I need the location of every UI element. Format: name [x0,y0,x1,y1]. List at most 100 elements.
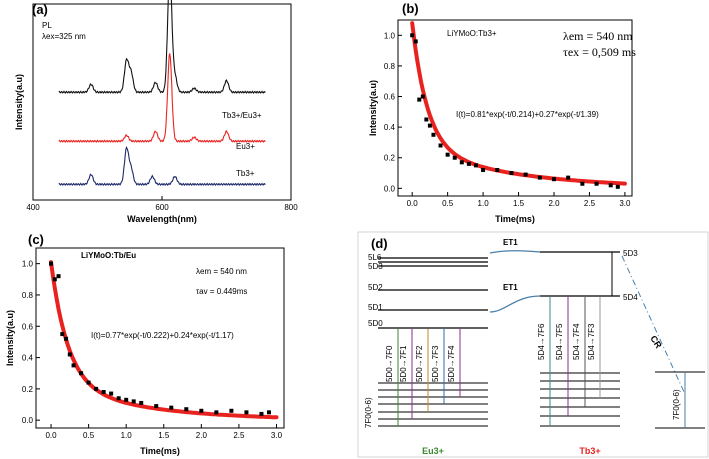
eu-ground-manifold [378,382,488,427]
spectrum-series-line [58,53,266,143]
data-point [109,391,114,396]
data-point [413,39,418,44]
data-point [445,152,450,157]
et-label-lower: ET1 [503,283,518,292]
panel-a-annotation-excitation: λex=325 nm [42,32,86,41]
data-point [523,172,528,177]
data-point [420,94,425,99]
cr-dashed-arrow [621,255,685,393]
x-tick-label: 0.5 [83,431,95,440]
cr-label: CR [648,334,664,351]
panel-a-label: (a) [32,2,48,17]
y-tick-label: 1.0 [384,31,396,40]
data-point [552,177,556,182]
eu-label-5l6: 5L6 [368,253,382,262]
data-point [79,371,84,376]
panel-b-lifetime: τex = 0,509 ms [563,45,636,59]
data-point [474,163,478,168]
legend-tb: Tb3+ [236,169,255,178]
x-tick-label: 2.5 [233,431,245,440]
panel-b-label: (b) [402,1,419,16]
x-tick-label: 1.0 [478,199,490,208]
panel-b-emission: λem = 540 nm [563,29,633,43]
tb-label-5d4: 5D4 [623,293,638,302]
panel-a-annotation-pl: PL [42,21,52,30]
data-point [615,184,620,189]
panel-d: (d) 5L6 5D3 5D2 5D1 5D0 7F0(0-6) 5D [357,231,709,458]
data-point [459,160,464,165]
panel-b-x-axis-title: Time(ms) [495,214,535,224]
data-point [537,175,542,180]
eu-transition-label: 5D0→7F2 [415,345,424,382]
data-point [86,380,91,385]
panel-c: (c) LiYMoO:Tb/Eu λem = 540 nm τav = 0.44… [5,232,285,456]
panel-b-sample-label: LiYMoO:Tb3+ [447,29,497,38]
panel-b-frame [397,19,633,197]
x-tick-label: 3.0 [271,431,283,440]
y-tick-label: 0.6 [22,322,34,331]
data-point [424,117,429,122]
data-point [495,167,500,172]
data-point [154,404,159,409]
data-point [49,261,54,266]
et-label-upper: ET1 [503,238,518,247]
eu-ground-label: 7F0(0-6) [364,397,373,428]
x-tick-label: 800 [284,203,298,212]
panel-b-fit-equation: I(t)=0.81*exp(-t/0.214)+0.27*exp(-t/1.39… [456,110,599,119]
panel-d-label: (d) [371,236,388,251]
data-point [580,181,585,186]
eu-label-5d3: 5D3 [368,262,383,271]
data-point [481,167,486,172]
x-tick-label: 1.5 [158,431,170,440]
x-tick-label: 400 [26,203,40,212]
legend-tb-eu: Tb3+/Eu3+ [222,111,262,120]
legend-eu: Eu3+ [236,142,255,151]
panel-c-label: (c) [28,232,44,247]
data-point [417,97,422,102]
data-point [266,410,271,415]
x-tick-label: 1.5 [513,199,525,208]
panel-b: (b) LiYMoO:Tb3+ λem = 540 nm τex = 0,509… [368,1,636,224]
data-point [199,408,204,413]
tb-ground-label: 7F0(0-6) [672,389,681,420]
eu-transition-label: 5D0→7F4 [447,345,456,382]
et-arrow-upper [489,249,541,254]
y-tick-label: 0.0 [384,184,396,193]
y-tick-label: 0.2 [384,154,396,163]
panel-a-x-axis-title: Wavelength(nm) [127,214,197,224]
eu-label-5d2: 5D2 [368,283,383,292]
tb-transition-label: 5D4→7F3 [587,323,596,360]
eu-ion-label: Eu3+ [422,446,444,456]
panel-a: (a) PL λex=325 nm Tb3+/Eu3+ Eu3+ Tb3+ 40… [14,0,298,224]
et-arrow-lower [489,295,541,313]
data-point [214,410,219,415]
panel-c-fit-equation: I(t)=0.77*exp(-t/0.222)+0.24*exp(-t/1.17… [91,331,234,340]
spectrum-series-line [58,145,266,187]
x-tick-label: 0.0 [407,199,419,208]
panel-a-x-ticks: 400 600 800 [26,196,298,212]
data-point [60,332,65,337]
data-point [169,405,174,410]
eu-transition-label: 5D0→7F3 [431,345,440,382]
eu-transition-label: 5D0→7F1 [399,345,408,382]
data-point [139,400,144,405]
data-point [566,175,571,180]
y-tick-label: 0.4 [22,354,34,363]
data-point [427,123,432,128]
panel-b-y-axis-title: Intensity(a.u) [368,80,378,136]
data-point [229,408,234,413]
fit-curve [410,21,627,186]
data-point [94,386,99,391]
panel-c-plot-area: 0.0 0.5 1.0 1.5 2.0 2.5 3.0 0.0 0.2 0.4 0.6 0.8 1.0 [22,260,283,440]
tb-transition-label: 5D4→7F6 [537,323,546,360]
y-tick-label: 0.0 [22,416,34,425]
panel-c-lifetime: τav = 0.449ms [196,287,247,296]
y-tick-label: 0.8 [22,291,34,300]
tb-ion-label: Tb3+ [579,446,600,456]
data-point [101,390,106,394]
x-tick-label: 2.0 [196,431,208,440]
x-tick-label: 2.5 [584,199,596,208]
data-point [131,399,136,404]
y-tick-label: 0.6 [384,93,396,102]
